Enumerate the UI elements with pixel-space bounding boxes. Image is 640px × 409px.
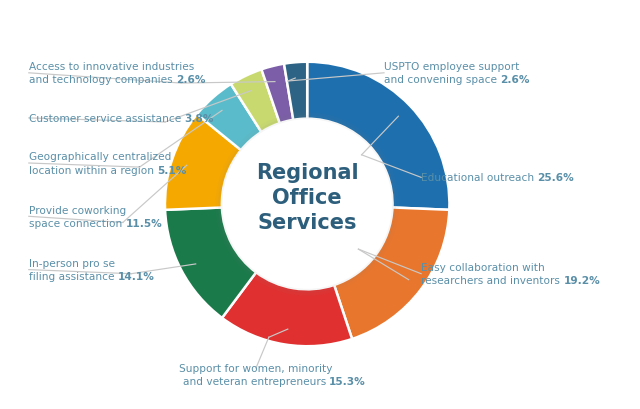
Wedge shape: [222, 273, 352, 346]
Text: and veteran entrepreneurs: and veteran entrepreneurs: [182, 376, 330, 386]
Text: 19.2%: 19.2%: [563, 276, 600, 285]
Text: Support for women, minority: Support for women, minority: [179, 363, 333, 373]
Text: Provide coworking: Provide coworking: [29, 205, 126, 215]
Text: 3.8%: 3.8%: [184, 114, 214, 124]
Text: location within a region: location within a region: [29, 165, 157, 175]
Text: Easy collaboration with: Easy collaboration with: [421, 263, 545, 272]
Text: Access to innovative industries: Access to innovative industries: [29, 62, 194, 72]
Text: and convening space: and convening space: [384, 75, 500, 85]
Text: and technology companies: and technology companies: [29, 75, 176, 85]
Text: In-person pro se: In-person pro se: [29, 258, 115, 268]
Text: researchers and inventors: researchers and inventors: [421, 276, 563, 285]
Text: Geographically centralized: Geographically centralized: [29, 152, 171, 162]
Wedge shape: [334, 208, 449, 339]
Text: 5.1%: 5.1%: [157, 165, 186, 175]
Wedge shape: [307, 63, 449, 210]
Text: Customer service assistance: Customer service assistance: [29, 114, 184, 124]
Text: Educational outreach: Educational outreach: [421, 173, 538, 183]
Text: 2.6%: 2.6%: [176, 75, 205, 85]
Wedge shape: [262, 65, 293, 124]
Text: 25.6%: 25.6%: [538, 173, 574, 183]
Wedge shape: [165, 208, 256, 318]
Text: Regional
Office
Services: Regional Office Services: [256, 163, 358, 232]
Text: 11.5%: 11.5%: [125, 218, 162, 228]
Circle shape: [223, 121, 391, 288]
Text: USPTO employee support: USPTO employee support: [384, 62, 520, 72]
Wedge shape: [197, 85, 261, 151]
Wedge shape: [165, 115, 241, 210]
Text: 2.6%: 2.6%: [500, 75, 530, 85]
Text: space connection: space connection: [29, 218, 125, 228]
Text: filing assistance: filing assistance: [29, 272, 118, 281]
Wedge shape: [231, 70, 280, 133]
Text: 15.3%: 15.3%: [330, 376, 366, 386]
Wedge shape: [284, 63, 307, 121]
Text: 14.1%: 14.1%: [118, 272, 154, 281]
